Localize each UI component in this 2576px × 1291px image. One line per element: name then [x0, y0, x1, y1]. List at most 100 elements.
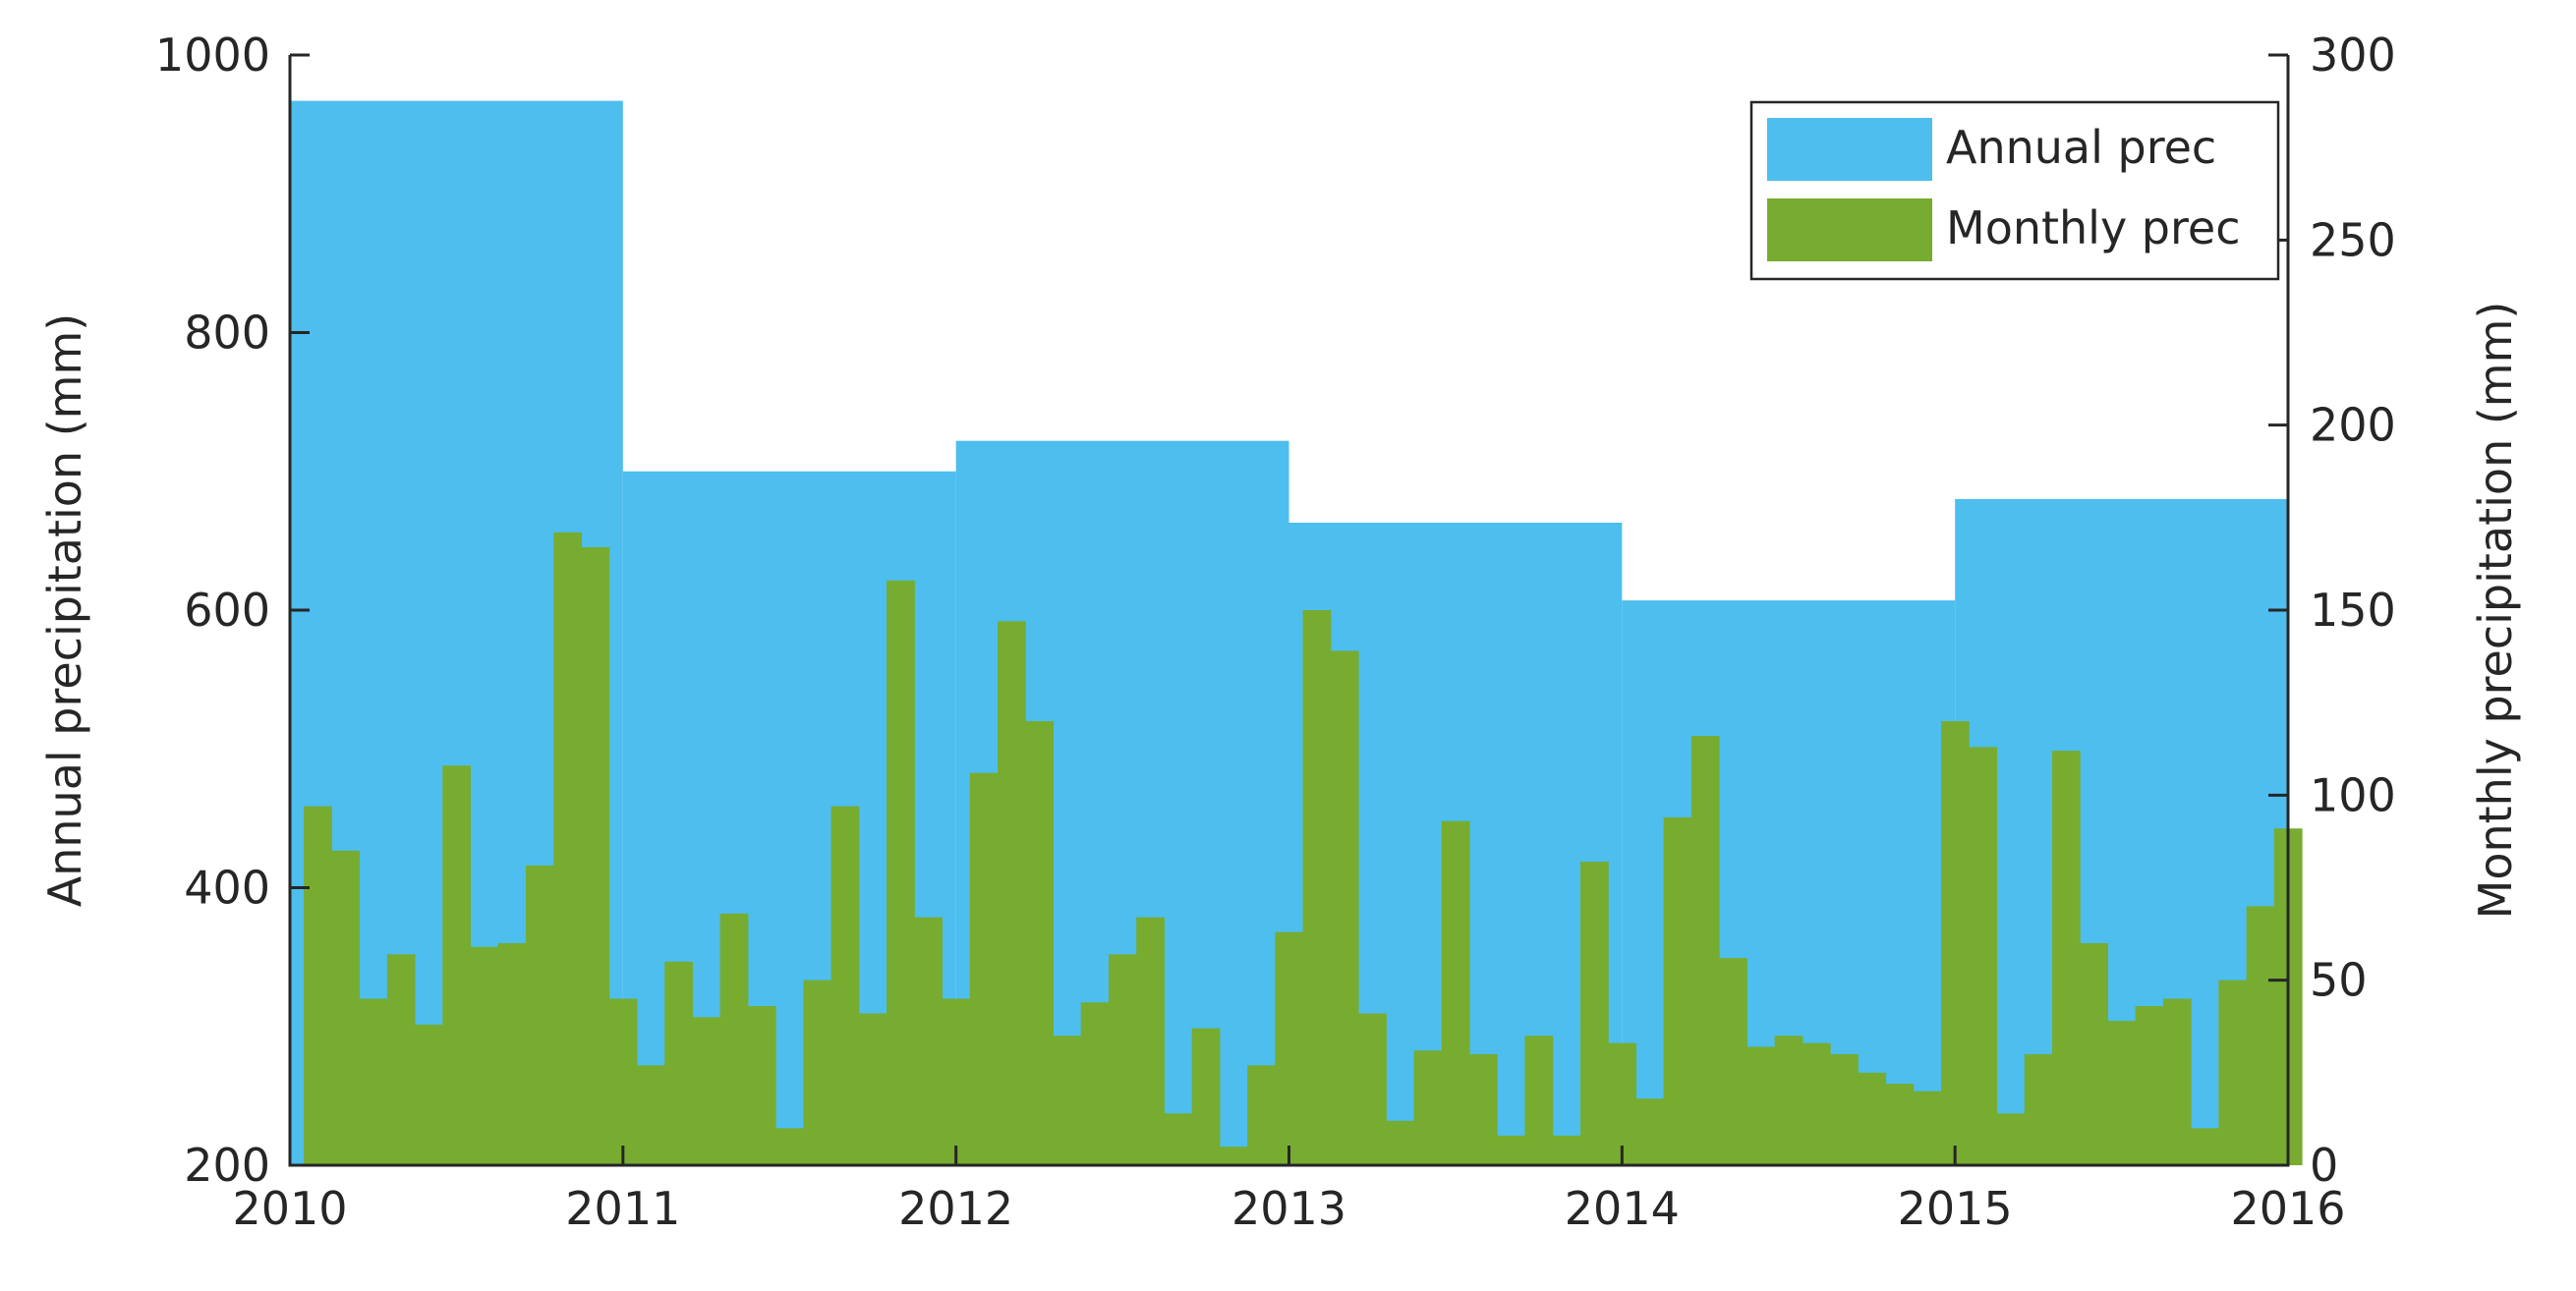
monthly-bar: [1579, 862, 1609, 1165]
monthly-bar: [887, 580, 915, 1165]
x-tick-label: 2016: [2230, 1182, 2345, 1235]
monthly-bar: [692, 1017, 721, 1165]
monthly-bar: [747, 1006, 776, 1165]
monthly-bar: [1219, 1147, 1248, 1165]
legend-swatch-monthly: [1767, 198, 1932, 261]
x-tick-label: 2010: [232, 1182, 347, 1235]
left-y-axis: 200 400 600 800 1000: [155, 28, 310, 1192]
monthly-bar: [1969, 747, 1998, 1165]
right-tick-label: 150: [2310, 584, 2396, 637]
monthly-bar: [1080, 1002, 1110, 1165]
left-tick-label: 800: [184, 307, 270, 360]
monthly-bar: [2024, 1054, 2053, 1165]
monthly-bar: [1746, 1046, 1776, 1165]
right-tick-label: 100: [2310, 768, 2396, 821]
monthly-bar: [1802, 1042, 1831, 1165]
legend: Annual prec Monthly prec: [1749, 100, 2280, 281]
monthly-bar: [359, 998, 388, 1165]
right-tick-label: 300: [2310, 28, 2396, 82]
legend-label-monthly: Monthly prec: [1946, 201, 2241, 254]
monthly-bar: [497, 943, 527, 1165]
monthly-bar: [2080, 943, 2108, 1165]
monthly-bar: [1025, 721, 1054, 1165]
monthly-bar: [719, 913, 749, 1165]
x-tick-label: 2012: [898, 1182, 1013, 1235]
monthly-bar: [1941, 721, 1970, 1165]
monthly-bar: [442, 765, 472, 1165]
monthly-bar: [1996, 1113, 2026, 1165]
monthly-bar: [553, 532, 582, 1165]
monthly-bar: [470, 946, 499, 1165]
monthly-bar: [1690, 736, 1720, 1165]
x-tick-label: 2015: [1898, 1182, 2013, 1235]
monthly-bar: [1136, 917, 1165, 1165]
monthly-bar: [1108, 954, 1137, 1165]
monthly-bar: [1275, 931, 1304, 1165]
monthly-bar: [1497, 1135, 1526, 1165]
monthly-bar: [664, 961, 693, 1165]
monthly-bar: [1524, 1036, 1554, 1165]
x-axis: 2010 2011 2012 2013 2014 2015 2016: [232, 1146, 2346, 1235]
monthly-bar: [830, 806, 860, 1165]
monthly-bar: [1386, 1120, 1415, 1165]
right-tick-label: 200: [2310, 399, 2396, 452]
monthly-bar: [1247, 1065, 1276, 1165]
right-tick-label: 0: [2310, 1139, 2338, 1192]
monthly-bar: [1330, 650, 1359, 1165]
monthly-bar: [1552, 1135, 1581, 1165]
monthly-bar: [775, 1128, 804, 1165]
monthly-bar: [1913, 1091, 1942, 1165]
x-tick-label: 2013: [1231, 1182, 1346, 1235]
monthly-bar: [636, 1065, 665, 1165]
monthly-bar: [2162, 998, 2192, 1165]
left-axis-title: Annual precipitation (mm): [38, 313, 91, 907]
monthly-bar: [969, 772, 999, 1165]
monthly-bar: [1302, 610, 1332, 1165]
left-tick-label: 600: [184, 584, 270, 637]
monthly-bar: [1719, 958, 1747, 1165]
monthly-bar: [803, 980, 832, 1165]
monthly-bar: [386, 954, 416, 1165]
right-tick-label: 250: [2310, 213, 2396, 266]
left-tick-label: 200: [184, 1139, 270, 1192]
right-axis-title: Monthly precipitation (mm): [2469, 302, 2522, 920]
left-tick-label: 400: [184, 862, 270, 915]
monthly-bar: [304, 806, 332, 1165]
monthly-bar: [2246, 906, 2275, 1165]
monthly-bar: [2191, 1128, 2219, 1165]
monthly-bar: [1053, 1036, 1082, 1165]
legend-swatch-annual: [1767, 118, 1932, 181]
monthly-bar: [331, 850, 361, 1165]
monthly-bars: [304, 532, 2303, 1165]
monthly-bar: [1858, 1072, 1887, 1165]
monthly-bar: [2135, 1006, 2164, 1165]
monthly-bar: [1413, 1050, 1443, 1165]
monthly-bar: [858, 1013, 887, 1165]
left-tick-label: 1000: [155, 28, 270, 82]
monthly-bar: [1469, 1054, 1498, 1165]
monthly-bar: [1441, 820, 1470, 1165]
monthly-bar: [1191, 1028, 1221, 1165]
monthly-bar: [608, 998, 638, 1165]
monthly-bar: [2107, 1021, 2137, 1165]
monthly-bar: [1885, 1084, 1915, 1165]
monthly-bar: [526, 865, 554, 1165]
monthly-bar: [914, 917, 944, 1165]
monthly-bar: [1830, 1054, 1859, 1165]
monthly-bar: [1774, 1036, 1803, 1165]
monthly-bar: [998, 621, 1026, 1165]
monthly-bar: [1608, 1042, 1636, 1165]
monthly-bar: [1164, 1113, 1193, 1165]
x-tick-label: 2014: [1565, 1182, 1680, 1235]
monthly-bar: [1663, 816, 1692, 1165]
monthly-bar: [1635, 1098, 1665, 1165]
x-tick-label: 2011: [565, 1182, 680, 1235]
monthly-bar: [942, 998, 971, 1165]
monthly-bar: [2218, 980, 2248, 1165]
monthly-bar: [1358, 1013, 1387, 1165]
monthly-bar: [581, 546, 610, 1165]
right-y-axis: 0 50 100 150 200 250 300: [2268, 28, 2396, 1192]
right-tick-label: 50: [2310, 954, 2368, 1007]
monthly-bar: [2051, 751, 2081, 1165]
